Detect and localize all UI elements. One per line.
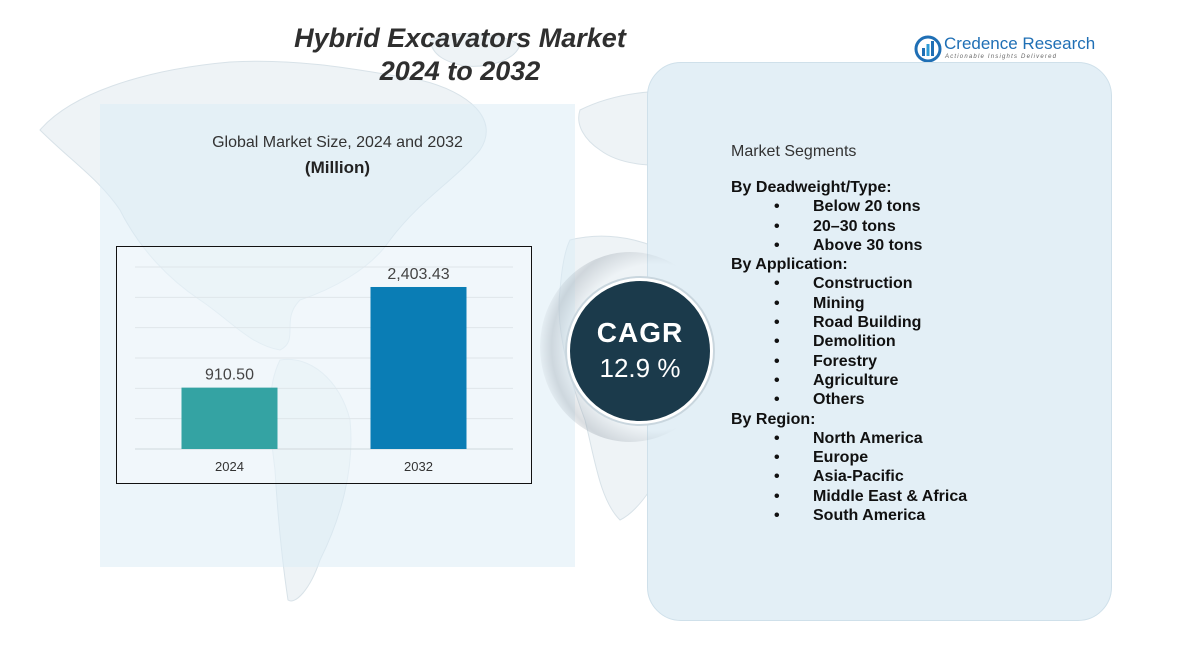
segment-item: Asia-Pacific bbox=[731, 467, 1101, 487]
x-tick-label-2024: 2024 bbox=[215, 459, 244, 474]
segment-item: Above 30 tons bbox=[731, 236, 1101, 256]
market-segments: Market Segments By Deadweight/Type:Below… bbox=[731, 143, 1101, 526]
segment-item: Agriculture bbox=[731, 371, 1101, 391]
bar-chart-svg: 910.50 2024 2,403.43 2032 bbox=[135, 266, 513, 474]
segment-item: Road Building bbox=[731, 313, 1101, 333]
cagr-value: 12.9 % bbox=[599, 353, 681, 383]
value-label-2032: 2,403.43 bbox=[387, 266, 449, 283]
title-line-2: 2024 to 2032 bbox=[379, 56, 541, 86]
segment-item: Mining bbox=[731, 294, 1101, 314]
segment-list: ConstructionMiningRoad BuildingDemolitio… bbox=[731, 274, 1101, 409]
bar-2032 bbox=[370, 286, 467, 449]
market-size-panel bbox=[100, 104, 575, 567]
logo-mark-icon bbox=[914, 35, 942, 63]
brand-logo: Credence Research Actionable Insights De… bbox=[914, 34, 1104, 68]
value-label-2024: 910.50 bbox=[205, 367, 254, 384]
segment-group-title: By Deadweight/Type: bbox=[731, 179, 892, 196]
segment-item: Others bbox=[731, 390, 1101, 410]
cagr-label: CAGR bbox=[596, 317, 684, 348]
chart-unit: (Million) bbox=[304, 158, 371, 177]
segment-item: North America bbox=[731, 429, 1101, 449]
segment-item: Below 20 tons bbox=[731, 197, 1101, 217]
segment-group-title: By Region: bbox=[731, 410, 816, 428]
x-tick-label-2032: 2032 bbox=[404, 459, 433, 474]
logo-tagline: Actionable Insights Delivered bbox=[945, 54, 1058, 60]
segment-group-title: By Application: bbox=[731, 256, 848, 274]
page-title: Hybrid Excavators Market 2024 to 2032 bbox=[250, 22, 670, 88]
segment-item: South America bbox=[731, 506, 1101, 526]
segment-item: 20–30 tons bbox=[731, 217, 1101, 237]
segment-item: Europe bbox=[731, 448, 1101, 468]
logo-name: Credence Research bbox=[944, 34, 1096, 53]
chart-title: Global Market Size, 2024 and 2032 bbox=[212, 134, 463, 151]
segment-list: Below 20 tons20–30 tonsAbove 30 tons bbox=[731, 197, 1101, 255]
segment-item: Construction bbox=[731, 274, 1101, 294]
bar-2024 bbox=[181, 387, 278, 449]
segment-item: Forestry bbox=[731, 352, 1101, 372]
cagr-badge: CAGR 12.9 % bbox=[567, 278, 713, 424]
bar-chart: 910.50 2024 2,403.43 2032 bbox=[116, 246, 532, 484]
title-line-1: Hybrid Excavators Market bbox=[294, 23, 626, 53]
segments-heading: Market Segments bbox=[731, 143, 857, 160]
segment-item: Middle East & Africa bbox=[731, 487, 1101, 507]
segment-list: North AmericaEuropeAsia-PacificMiddle Ea… bbox=[731, 429, 1101, 526]
segment-item: Demolition bbox=[731, 332, 1101, 352]
